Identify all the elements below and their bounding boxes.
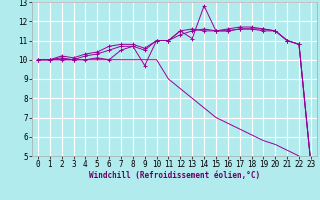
X-axis label: Windchill (Refroidissement éolien,°C): Windchill (Refroidissement éolien,°C) — [89, 171, 260, 180]
